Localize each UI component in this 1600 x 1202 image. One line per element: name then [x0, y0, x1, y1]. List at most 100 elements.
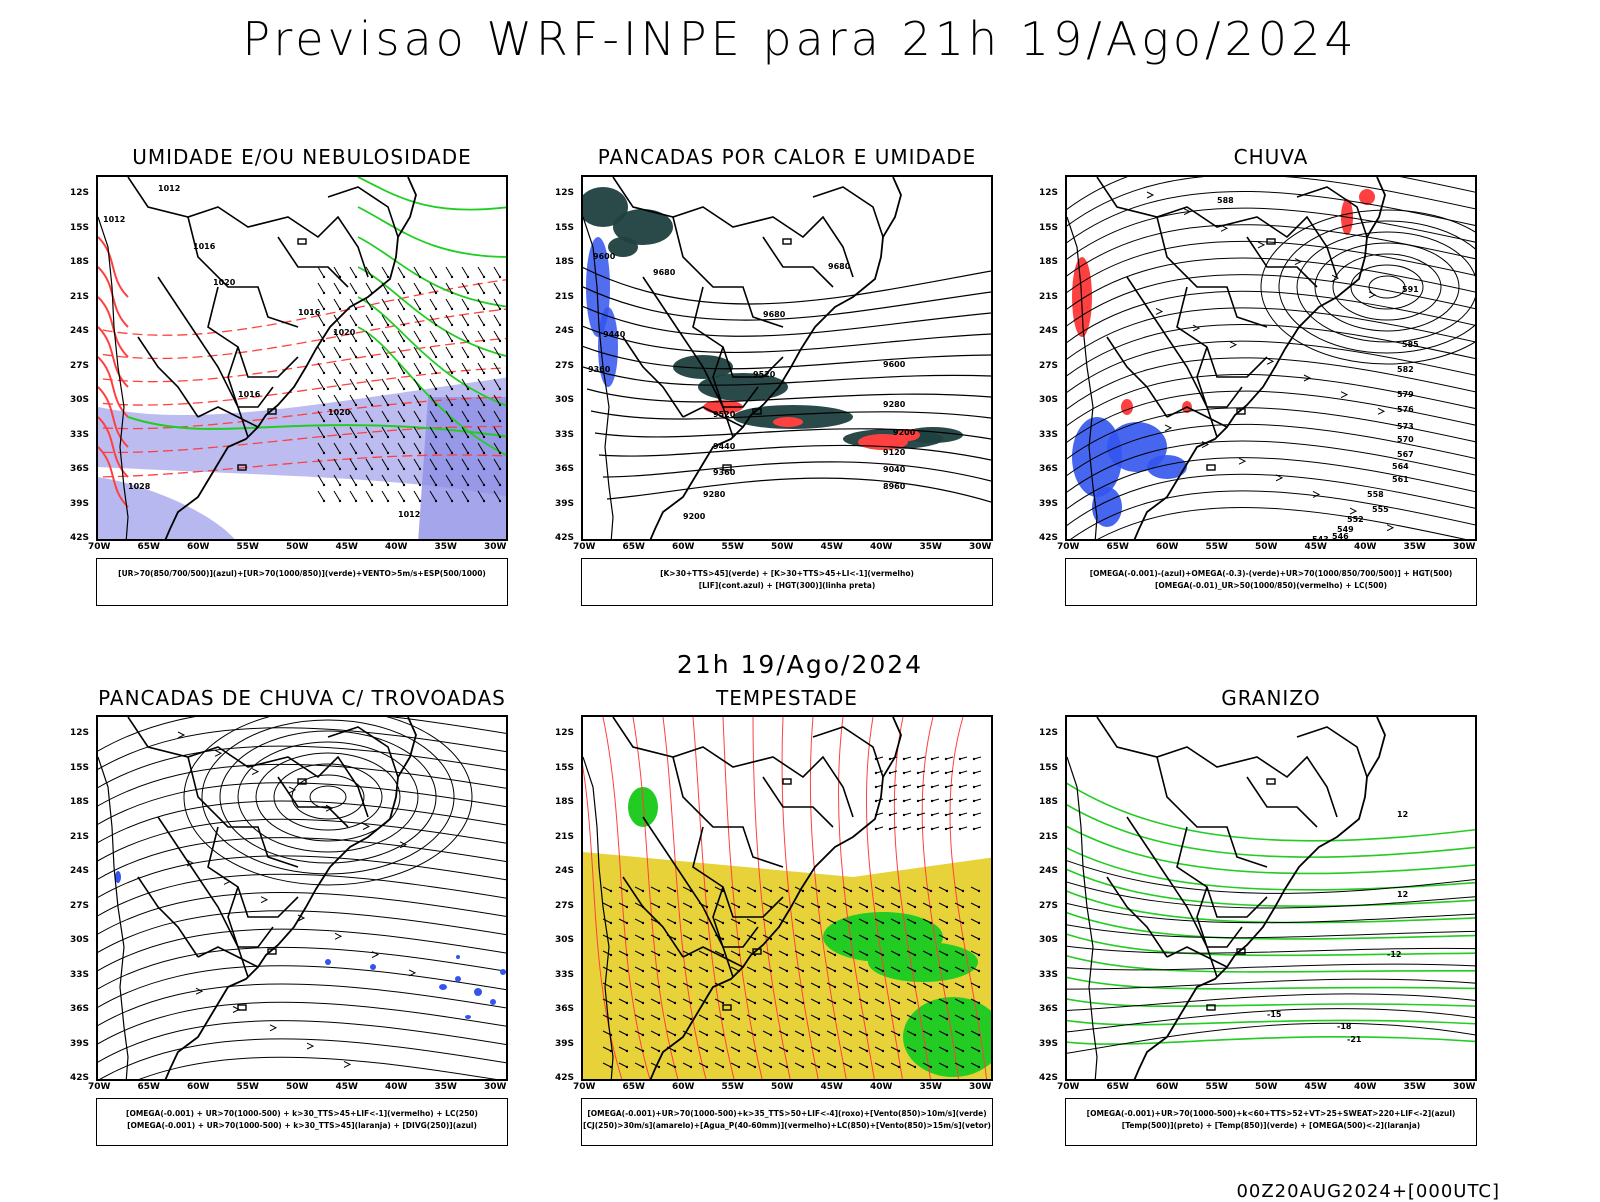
latitude-tick-label: 42S: [70, 533, 90, 543]
longitude-tick-label: 65W: [622, 542, 645, 552]
contour-label: 9200: [683, 512, 706, 521]
latitude-tick-label: 15S: [70, 222, 90, 233]
map-canvas: 9600 9680 9680 9680 9600 9520 9440 9360 9280 9200…: [583, 177, 991, 539]
latitude-tick-label: 18S: [70, 797, 90, 807]
longitude-tick-label: 45W: [1304, 542, 1327, 552]
latitude-tick-label: 33S: [70, 429, 90, 440]
latitude-tick-label: 21S: [1039, 291, 1059, 302]
latitude-tick-label: 30S: [555, 395, 575, 405]
contour-label: 591: [1402, 285, 1419, 294]
longitude-tick-label: 60W: [187, 1082, 210, 1092]
longitude-tick-label: 55W: [236, 542, 259, 552]
latitude-tick-label: 36S: [1039, 464, 1059, 474]
legend-line: [Temp(500)](preto) + [Temp(850)](verde) …: [1121, 1121, 1421, 1130]
latitude-tick-label: 30S: [70, 935, 90, 945]
latitude-tick-label: 42S: [1039, 1073, 1059, 1083]
contour-label: -18: [1337, 1022, 1352, 1031]
latitude-tick-label: 18S: [555, 257, 575, 267]
longitude-tick-label: 60W: [672, 1082, 695, 1092]
contour-label: 9680: [653, 268, 676, 277]
longitude-tick-label: 70W: [573, 542, 596, 552]
contour-label: 1028: [128, 482, 151, 491]
longitude-tick-label: 30W: [484, 542, 507, 552]
latitude-tick-label: 24S: [555, 326, 575, 336]
longitude-tick-label: 40W: [870, 542, 893, 552]
latitude-tick-label: 24S: [70, 866, 90, 876]
latitude-tick-label: 27S: [1039, 900, 1059, 911]
longitude-tick-label: 55W: [721, 1082, 744, 1092]
latitude-tick-label: 39S: [70, 1038, 90, 1049]
latitude-tick-label: 39S: [1039, 498, 1059, 509]
latitude-tick-label: 21S: [70, 831, 90, 842]
latitude-tick-label: 15S: [1039, 762, 1059, 773]
contour-label: 585: [1402, 340, 1419, 349]
legend-line: [LIF](cont.azul) + [HGT(300)](linha pret…: [698, 581, 876, 590]
legend-box: [OMEGA(-0.001)+UR>70(1000-500)+k<60+TTS>…: [1065, 1098, 1477, 1146]
longitude-tick-label: 70W: [1057, 542, 1080, 552]
contour-label: -12: [1387, 950, 1401, 959]
contour-label: 9040: [883, 465, 906, 474]
contour-label: 9600: [883, 360, 906, 369]
panel-title: PANCADAS POR CALOR E UMIDADE: [597, 145, 977, 169]
forecast-map: 9600 9680 9680 9680 9600 9520 9440 9360 9280 9200…: [581, 175, 993, 541]
latitude-tick-label: 33S: [70, 969, 90, 980]
latitude-tick-label: 33S: [555, 429, 575, 440]
latitude-tick-label: 12S: [1039, 728, 1059, 738]
contour-label: 549: [1337, 525, 1354, 534]
latitude-tick-label: 18S: [1039, 797, 1059, 807]
latitude-tick-label: 33S: [1039, 429, 1059, 440]
map-canvas: 588 591 585 582 579 576 573 570 567 564 561 558 555 5…: [1067, 177, 1475, 541]
main-title: Previsao WRF-INPE para 21h 19/Ago/2024: [242, 12, 1358, 66]
longitude-tick-label: 60W: [672, 542, 695, 552]
map-canvas: 1012101210161020101610201024101610201028…: [98, 177, 506, 539]
longitude-tick-label: 45W: [335, 1082, 358, 1092]
latitude-tick-label: 27S: [555, 360, 575, 371]
contour-label: 9280: [883, 400, 906, 409]
panel-title: TEMPESTADE: [716, 686, 858, 710]
contour-label: 1016: [193, 242, 216, 251]
legend-line: [OMEGA(-0.001)+UR>70(1000-500)+k>35_TTS>…: [587, 1109, 987, 1118]
latitude-tick-label: 18S: [70, 257, 90, 267]
legend-line: [OMEGA(-0.001) + UR>70(1000-500) + k>30_…: [127, 1121, 477, 1130]
contour-label: 570: [1397, 435, 1414, 444]
legend-box: [UR>70(850/700/500)](azul)+[UR>70(1000/8…: [96, 558, 508, 606]
legend-box: [OMEGA(-0.001)+UR>70(1000-500)+k>35_TTS>…: [581, 1098, 993, 1146]
contour-label: 9600: [593, 252, 616, 261]
latitude-tick-label: 12S: [70, 188, 90, 198]
longitude-tick-label: 60W: [187, 542, 210, 552]
longitude-tick-label: 35W: [434, 542, 457, 552]
longitude-tick-label: 45W: [820, 1082, 843, 1092]
contour-label: 567: [1397, 450, 1414, 459]
latitude-tick-label: 15S: [555, 762, 575, 773]
longitude-tick-label: 50W: [1255, 1082, 1278, 1092]
latitude-tick-label: 18S: [555, 797, 575, 807]
longitude-tick-label: 40W: [1354, 542, 1377, 552]
latitude-tick-label: 21S: [70, 291, 90, 302]
latitude-tick-label: 42S: [555, 1073, 575, 1083]
latitude-tick-label: 15S: [1039, 222, 1059, 233]
longitude-tick-label: 35W: [434, 1082, 457, 1092]
legend-line: [OMEGA(-0.001) + UR>70(1000-500) + k>30_…: [126, 1109, 478, 1118]
contour-label: 543: [1312, 535, 1329, 541]
longitude-tick-label: 30W: [969, 542, 992, 552]
longitude-tick-label: 70W: [88, 1082, 111, 1092]
latitude-tick-label: 30S: [1039, 395, 1059, 405]
latitude-tick-label: 12S: [555, 728, 575, 738]
contour-label: 9360: [588, 365, 611, 374]
longitude-tick-label: 40W: [385, 542, 408, 552]
longitude-tick-label: 55W: [1205, 542, 1228, 552]
longitude-tick-label: 35W: [919, 1082, 942, 1092]
map-canvas: [98, 717, 506, 1079]
latitude-tick-label: 21S: [555, 831, 575, 842]
latitude-tick-label: 33S: [555, 969, 575, 980]
panel-title: CHUVA: [1233, 145, 1309, 169]
longitude-tick-label: 45W: [335, 542, 358, 552]
latitude-tick-label: 42S: [555, 533, 575, 543]
contour-label: 1012: [158, 184, 180, 193]
contour-label: 9280: [703, 490, 726, 499]
forecast-map: -12 -15 -18 -21 12 12: [1065, 715, 1477, 1081]
longitude-tick-label: 70W: [573, 1082, 596, 1092]
latitude-tick-label: 30S: [555, 935, 575, 945]
latitude-tick-label: 27S: [70, 900, 90, 911]
contour-label: 9120: [883, 448, 906, 457]
